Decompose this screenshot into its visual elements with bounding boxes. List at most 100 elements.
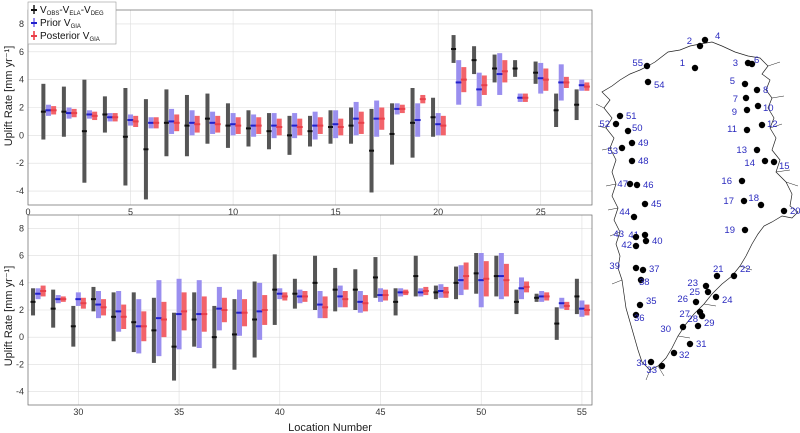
y-tick-label: 8 — [19, 19, 24, 29]
legend-entry-obs: VOBS-VELA-VDEG — [31, 5, 104, 17]
location-label-4: 4 — [715, 31, 720, 42]
top-panel: -4 -2 0 2 4 6 8 0 5 10 15 20 25 — [16, 9, 593, 217]
errorbar-center-prior — [437, 290, 444, 292]
errorbar-center-obs — [70, 325, 76, 328]
y-tick-label: -4 — [16, 386, 24, 396]
location-label-42: 42 — [621, 240, 632, 251]
errorbar-center-prior — [353, 117, 360, 120]
location-label-46: 46 — [643, 180, 654, 191]
errorbar-center-posterior — [40, 290, 47, 292]
location-marker-13 — [753, 146, 761, 154]
location-marker-12 — [758, 121, 766, 129]
location-marker-17 — [740, 197, 748, 205]
location-marker-26 — [692, 298, 700, 306]
legend: VOBS-VELA-VDEG Prior VGIA Posterior VGIA — [27, 1, 117, 45]
location-label-49: 49 — [638, 138, 649, 149]
location-label-26: 26 — [677, 294, 688, 305]
location-marker-22 — [730, 272, 738, 280]
errorbar-center-posterior — [173, 121, 180, 124]
errorbar-center-prior — [86, 113, 93, 116]
location-marker-36 — [632, 311, 640, 319]
errorbar-center-prior — [332, 123, 339, 126]
location-marker-32 — [670, 349, 678, 357]
errorbar-center-prior — [66, 112, 73, 115]
location-label-24: 24 — [722, 295, 733, 306]
location-marker-29 — [694, 322, 702, 330]
location-label-36: 36 — [634, 313, 645, 324]
errorbar-center-prior — [148, 121, 155, 124]
errorbar-center-obs — [61, 110, 67, 113]
legend-box — [27, 1, 117, 45]
errorbar-center-obs — [143, 148, 149, 151]
errorbar-center-posterior — [214, 123, 221, 126]
errorbar-center-posterior — [255, 124, 262, 127]
bottom-xlabel: Location Number — [288, 422, 372, 433]
errorbar-center-obs — [111, 315, 117, 318]
legend-label-obs: VOBS-VELA-VDEG — [40, 5, 104, 17]
errorbar-center-obs — [451, 48, 457, 50]
errorbar-center-obs — [312, 281, 318, 284]
location-marker-8 — [753, 86, 761, 94]
location-marker-35 — [636, 301, 644, 309]
location-label-39: 39 — [609, 261, 620, 272]
errorbar-center-posterior — [523, 285, 530, 288]
errorbar-center-posterior — [100, 306, 107, 309]
location-marker-25 — [704, 288, 712, 296]
top-ylabel: Uplift Rate [mm yr⁻¹] — [3, 46, 15, 147]
x-tick-label: 40 — [275, 407, 285, 417]
location-label-25: 25 — [689, 287, 700, 298]
errorbar-center-posterior — [194, 123, 201, 126]
errorbar-center-obs — [348, 124, 354, 127]
errorbar-center-obs — [245, 127, 251, 130]
errorbar-center-posterior — [276, 126, 283, 128]
location-label-12: 12 — [767, 119, 778, 130]
x-tick-label: 25 — [536, 207, 546, 217]
errorbar-center-obs — [369, 149, 375, 152]
errorbar-center-obs — [81, 130, 87, 133]
location-marker-20 — [780, 207, 788, 215]
errorbar-center-prior — [196, 313, 203, 316]
location-marker-11 — [743, 126, 751, 134]
location-label-54: 54 — [654, 80, 665, 91]
errorbar-center-prior — [75, 298, 82, 301]
errorbar-center-posterior — [241, 311, 248, 314]
location-marker-39 — [632, 264, 640, 272]
errorbar-center-obs — [389, 132, 395, 135]
errorbar-center-posterior — [132, 120, 139, 123]
errorbar-center-posterior — [460, 78, 467, 81]
errorbar-center-obs — [171, 345, 177, 348]
location-label-33: 33 — [646, 365, 657, 376]
errorbar-center-prior — [230, 123, 237, 126]
errorbar-center-prior — [337, 295, 344, 298]
errorbar-center-posterior — [91, 114, 98, 117]
location-marker-45 — [641, 200, 649, 208]
errorbar-center-posterior — [221, 309, 228, 311]
errorbar-center-posterior — [422, 290, 429, 292]
errorbar-center-posterior — [483, 277, 490, 280]
location-marker-30 — [679, 323, 687, 331]
errorbar-center-prior — [455, 81, 462, 84]
y-tick-label: 6 — [19, 251, 24, 261]
errorbar-center-prior — [35, 292, 42, 295]
errorbar-center-posterior — [501, 70, 508, 73]
errorbar-center-obs — [102, 113, 108, 116]
location-marker-47 — [626, 180, 634, 188]
errorbar-center-posterior — [201, 313, 208, 316]
errorbar-center-prior — [271, 124, 278, 127]
errorbar-center-posterior — [281, 295, 288, 298]
location-label-31: 31 — [696, 339, 707, 350]
errorbar-center-obs — [574, 295, 580, 298]
errorbar-center-obs — [332, 288, 338, 291]
location-marker-6 — [748, 60, 756, 68]
location-marker-34 — [647, 358, 655, 366]
location-label-23: 23 — [687, 278, 698, 289]
errorbar-center-prior — [236, 311, 243, 314]
errorbar-center-posterior — [583, 85, 590, 88]
x-tick-label: 20 — [433, 207, 443, 217]
location-marker-38 — [637, 276, 645, 284]
errorbar-center-posterior — [563, 81, 570, 84]
errorbar-center-posterior — [296, 126, 303, 128]
errorbar-center-prior — [394, 107, 401, 110]
errorbar-center-posterior — [378, 117, 385, 120]
